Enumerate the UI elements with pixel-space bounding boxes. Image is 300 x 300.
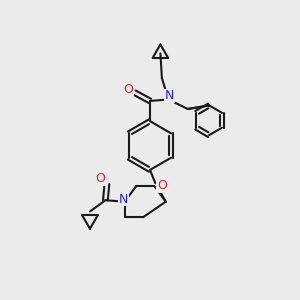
Text: O: O [95,172,105,185]
Text: N: N [165,89,174,102]
Text: O: O [123,82,133,96]
Text: O: O [157,179,167,192]
Text: N: N [119,193,128,206]
